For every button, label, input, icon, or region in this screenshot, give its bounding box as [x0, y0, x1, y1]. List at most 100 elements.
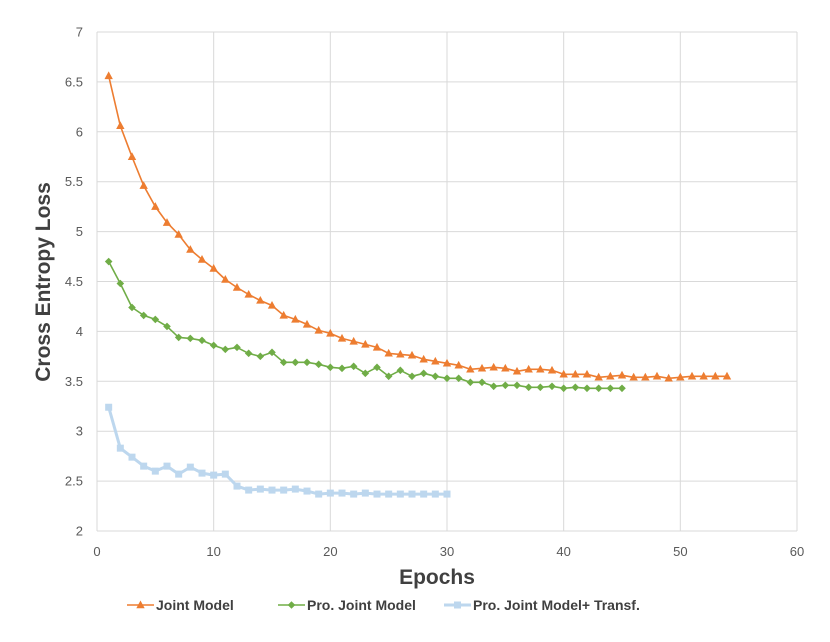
data-point-series-3 — [128, 453, 136, 461]
data-point-series-2 — [349, 362, 358, 371]
data-point-series-1 — [384, 348, 393, 357]
data-point-series-1 — [186, 245, 195, 253]
legend-marker — [454, 601, 461, 609]
y-tick-label: 6 — [76, 124, 83, 139]
x-tick-label: 50 — [673, 544, 687, 559]
data-point-series-1 — [711, 371, 720, 380]
data-point-series-3 — [350, 490, 358, 498]
data-point-series-1 — [419, 354, 428, 363]
data-point-series-2 — [536, 383, 545, 392]
data-point-series-1 — [337, 333, 347, 342]
data-point-series-1 — [466, 364, 475, 373]
data-point-series-2 — [303, 358, 311, 367]
data-point-series-1 — [594, 372, 603, 381]
legend-label: Pro. Joint Model+ Transf. — [473, 597, 640, 613]
data-point-series-1 — [221, 275, 230, 283]
data-point-series-2 — [256, 352, 265, 361]
data-point-series-2 — [594, 384, 603, 393]
data-point-series-1 — [314, 325, 323, 334]
data-point-series-2 — [268, 348, 276, 357]
data-point-series-1 — [116, 121, 125, 130]
data-point-series-3 — [233, 482, 241, 490]
data-point-series-1 — [174, 230, 183, 238]
data-point-series-1 — [617, 370, 627, 379]
y-tick-label: 7 — [76, 25, 83, 40]
data-point-series-1 — [139, 181, 148, 189]
data-point-series-1 — [559, 369, 568, 378]
data-point-series-3 — [175, 470, 183, 478]
data-point-series-3 — [163, 462, 171, 470]
data-point-series-1 — [291, 314, 300, 323]
data-point-series-3 — [256, 485, 264, 493]
data-point-series-1 — [361, 339, 370, 348]
data-point-series-2 — [396, 366, 405, 375]
data-point-series-1 — [431, 356, 440, 365]
data-point-series-3 — [431, 490, 439, 498]
y-tick-label: 5 — [76, 224, 83, 239]
x-tick-label: 60 — [790, 544, 804, 559]
data-point-series-2 — [548, 382, 556, 391]
data-point-series-1 — [477, 363, 487, 372]
data-point-series-1 — [209, 264, 218, 272]
data-point-series-3 — [210, 471, 218, 479]
data-point-series-1 — [641, 372, 650, 381]
legend-marker — [136, 600, 145, 609]
data-point-series-3 — [443, 490, 451, 498]
plot-area — [104, 71, 732, 498]
data-point-series-3 — [245, 486, 253, 494]
data-point-series-2 — [291, 358, 300, 367]
data-point-series-1 — [629, 372, 638, 381]
data-point-series-2 — [279, 358, 288, 367]
y-tick-label: 2.5 — [65, 474, 83, 489]
data-point-series-2 — [116, 279, 125, 288]
data-point-series-2 — [478, 378, 486, 387]
data-point-series-3 — [303, 487, 311, 495]
data-point-series-1 — [104, 71, 113, 80]
data-point-series-2 — [128, 303, 136, 312]
data-point-series-3 — [105, 403, 113, 411]
data-point-series-1 — [676, 372, 685, 381]
data-point-series-1 — [524, 364, 533, 373]
data-point-series-3 — [385, 490, 393, 498]
data-point-series-2 — [454, 374, 463, 383]
data-point-series-1 — [442, 358, 452, 367]
x-tick-label: 20 — [323, 544, 337, 559]
data-point-series-3 — [268, 486, 276, 494]
data-point-series-2 — [221, 345, 230, 354]
data-point-series-1 — [606, 371, 615, 380]
data-point-series-1 — [326, 328, 335, 337]
data-point-series-1 — [197, 255, 207, 263]
data-point-series-1 — [267, 300, 277, 309]
data-point-series-1 — [151, 202, 160, 210]
legend-label: Pro. Joint Model — [307, 597, 416, 613]
data-point-series-1 — [652, 371, 662, 380]
data-point-series-3 — [140, 462, 148, 470]
data-point-series-2 — [209, 341, 218, 350]
data-point-series-3 — [291, 485, 299, 493]
data-point-series-2 — [384, 372, 393, 381]
data-point-series-2 — [513, 381, 521, 390]
data-point-series-2 — [583, 384, 591, 393]
x-tick-label: 30 — [440, 544, 454, 559]
data-point-series-3 — [198, 469, 206, 477]
data-point-series-1 — [244, 289, 253, 298]
data-point-series-2 — [466, 378, 475, 387]
data-point-series-1 — [454, 360, 463, 369]
data-point-series-3 — [116, 444, 124, 452]
y-tick-label: 4.5 — [65, 274, 83, 289]
data-point-series-2 — [163, 322, 171, 331]
data-point-series-2 — [233, 343, 241, 352]
data-point-series-2 — [104, 257, 113, 266]
data-point-series-1 — [571, 369, 580, 378]
data-point-series-1 — [407, 350, 417, 359]
data-point-series-2 — [326, 363, 335, 372]
legend-label: Joint Model — [156, 597, 234, 613]
data-point-series-2 — [419, 369, 428, 378]
y-tick-label: 6.5 — [65, 74, 83, 89]
data-point-series-2 — [618, 384, 626, 393]
data-point-series-2 — [606, 384, 615, 393]
legend: Joint Model Pro. Joint Model Pro. Joint Mo… — [127, 597, 640, 613]
data-point-series-3 — [280, 486, 288, 494]
data-point-series-2 — [361, 369, 370, 378]
